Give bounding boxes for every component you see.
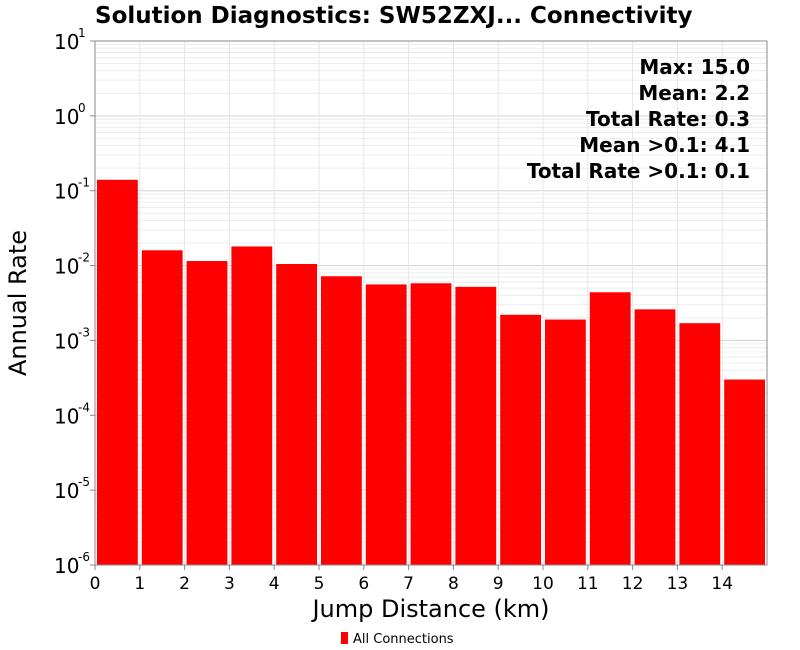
x-tick-label-0: 0 [90, 574, 101, 594]
y-tick-label-3: 10-2 [54, 251, 90, 279]
y-tick-exponent: -1 [78, 176, 90, 190]
bars [97, 179, 765, 565]
y-tick-exponent: 1 [78, 26, 86, 40]
y-tick-exponent: -3 [78, 325, 90, 339]
y-tick-exponent: -6 [78, 550, 90, 564]
x-axis-label: Jump Distance (km) [310, 595, 549, 623]
bar-12 [634, 309, 676, 565]
x-tick-label-5: 5 [314, 574, 325, 594]
y-tick-base: 10 [54, 404, 79, 428]
x-tick-label-6: 6 [358, 574, 369, 594]
stat-line-0: Max: 15.0 [639, 55, 750, 79]
stat-line-4: Total Rate >0.1: 0.1 [527, 159, 750, 183]
y-tick-base: 10 [54, 105, 79, 129]
x-tick-label-1: 1 [134, 574, 145, 594]
y-tick-base: 10 [54, 554, 79, 578]
bar-10 [545, 319, 586, 565]
x-tick-label-4: 4 [269, 574, 280, 594]
bar-14 [724, 379, 765, 565]
y-tick-exponent: -5 [78, 475, 90, 489]
x-tick-label-10: 10 [532, 574, 554, 594]
y-tick-exponent: 0 [78, 101, 86, 115]
bar-11 [589, 292, 631, 565]
legend-label: All Connections [353, 632, 454, 647]
y-tick-exponent: -4 [78, 400, 90, 414]
bar-13 [679, 323, 721, 565]
bar-6 [365, 284, 407, 565]
y-tick-base: 10 [54, 329, 79, 353]
bar-8 [455, 286, 497, 565]
y-tick-label-2: 10-1 [54, 176, 90, 204]
bar-3 [231, 246, 273, 565]
y-tick-label-0: 101 [54, 26, 86, 54]
stat-line-1: Mean: 2.2 [638, 81, 750, 105]
x-tick-label-14: 14 [711, 574, 733, 594]
legend: All Connections [341, 632, 454, 647]
y-tick-label-6: 10-5 [54, 475, 90, 503]
bar-9 [500, 314, 541, 565]
x-tick-label-2: 2 [179, 574, 190, 594]
stat-line-2: Total Rate: 0.3 [586, 107, 750, 131]
y-tick-base: 10 [54, 479, 79, 503]
plot-area-frame [94, 40, 768, 566]
y-tick-base: 10 [54, 180, 79, 204]
y-tick-label-7: 10-6 [54, 550, 90, 578]
bar-1 [141, 250, 183, 565]
x-tick-label-7: 7 [403, 574, 414, 594]
bar-5 [321, 276, 362, 565]
y-axis-label: Annual Rate [4, 230, 32, 376]
x-tick-label-8: 8 [448, 574, 459, 594]
x-tick-label-11: 11 [577, 574, 599, 594]
x-axis-ticks: 0 1 2 3 4 5 6 7 8 9 10 11 12 13 14 [90, 565, 733, 594]
y-tick-base: 10 [54, 30, 79, 54]
bar-0 [97, 179, 138, 565]
bar-7 [410, 283, 452, 565]
stat-line-3: Mean >0.1: 4.1 [579, 133, 750, 157]
y-tick-exponent: -2 [78, 251, 90, 265]
y-tick-base: 10 [54, 255, 79, 279]
bar-2 [186, 261, 228, 565]
y-tick-label-4: 10-3 [54, 325, 90, 353]
x-tick-label-9: 9 [493, 574, 504, 594]
x-tick-label-13: 13 [667, 574, 689, 594]
y-tick-label-1: 100 [54, 101, 86, 129]
y-tick-label-5: 10-4 [54, 400, 90, 428]
x-tick-label-3: 3 [224, 574, 235, 594]
legend-swatch [341, 632, 348, 644]
chart-title: Solution Diagnostics: SW52ZXJ... Connect… [95, 3, 692, 29]
bar-4 [276, 263, 317, 565]
x-tick-label-12: 12 [622, 574, 644, 594]
